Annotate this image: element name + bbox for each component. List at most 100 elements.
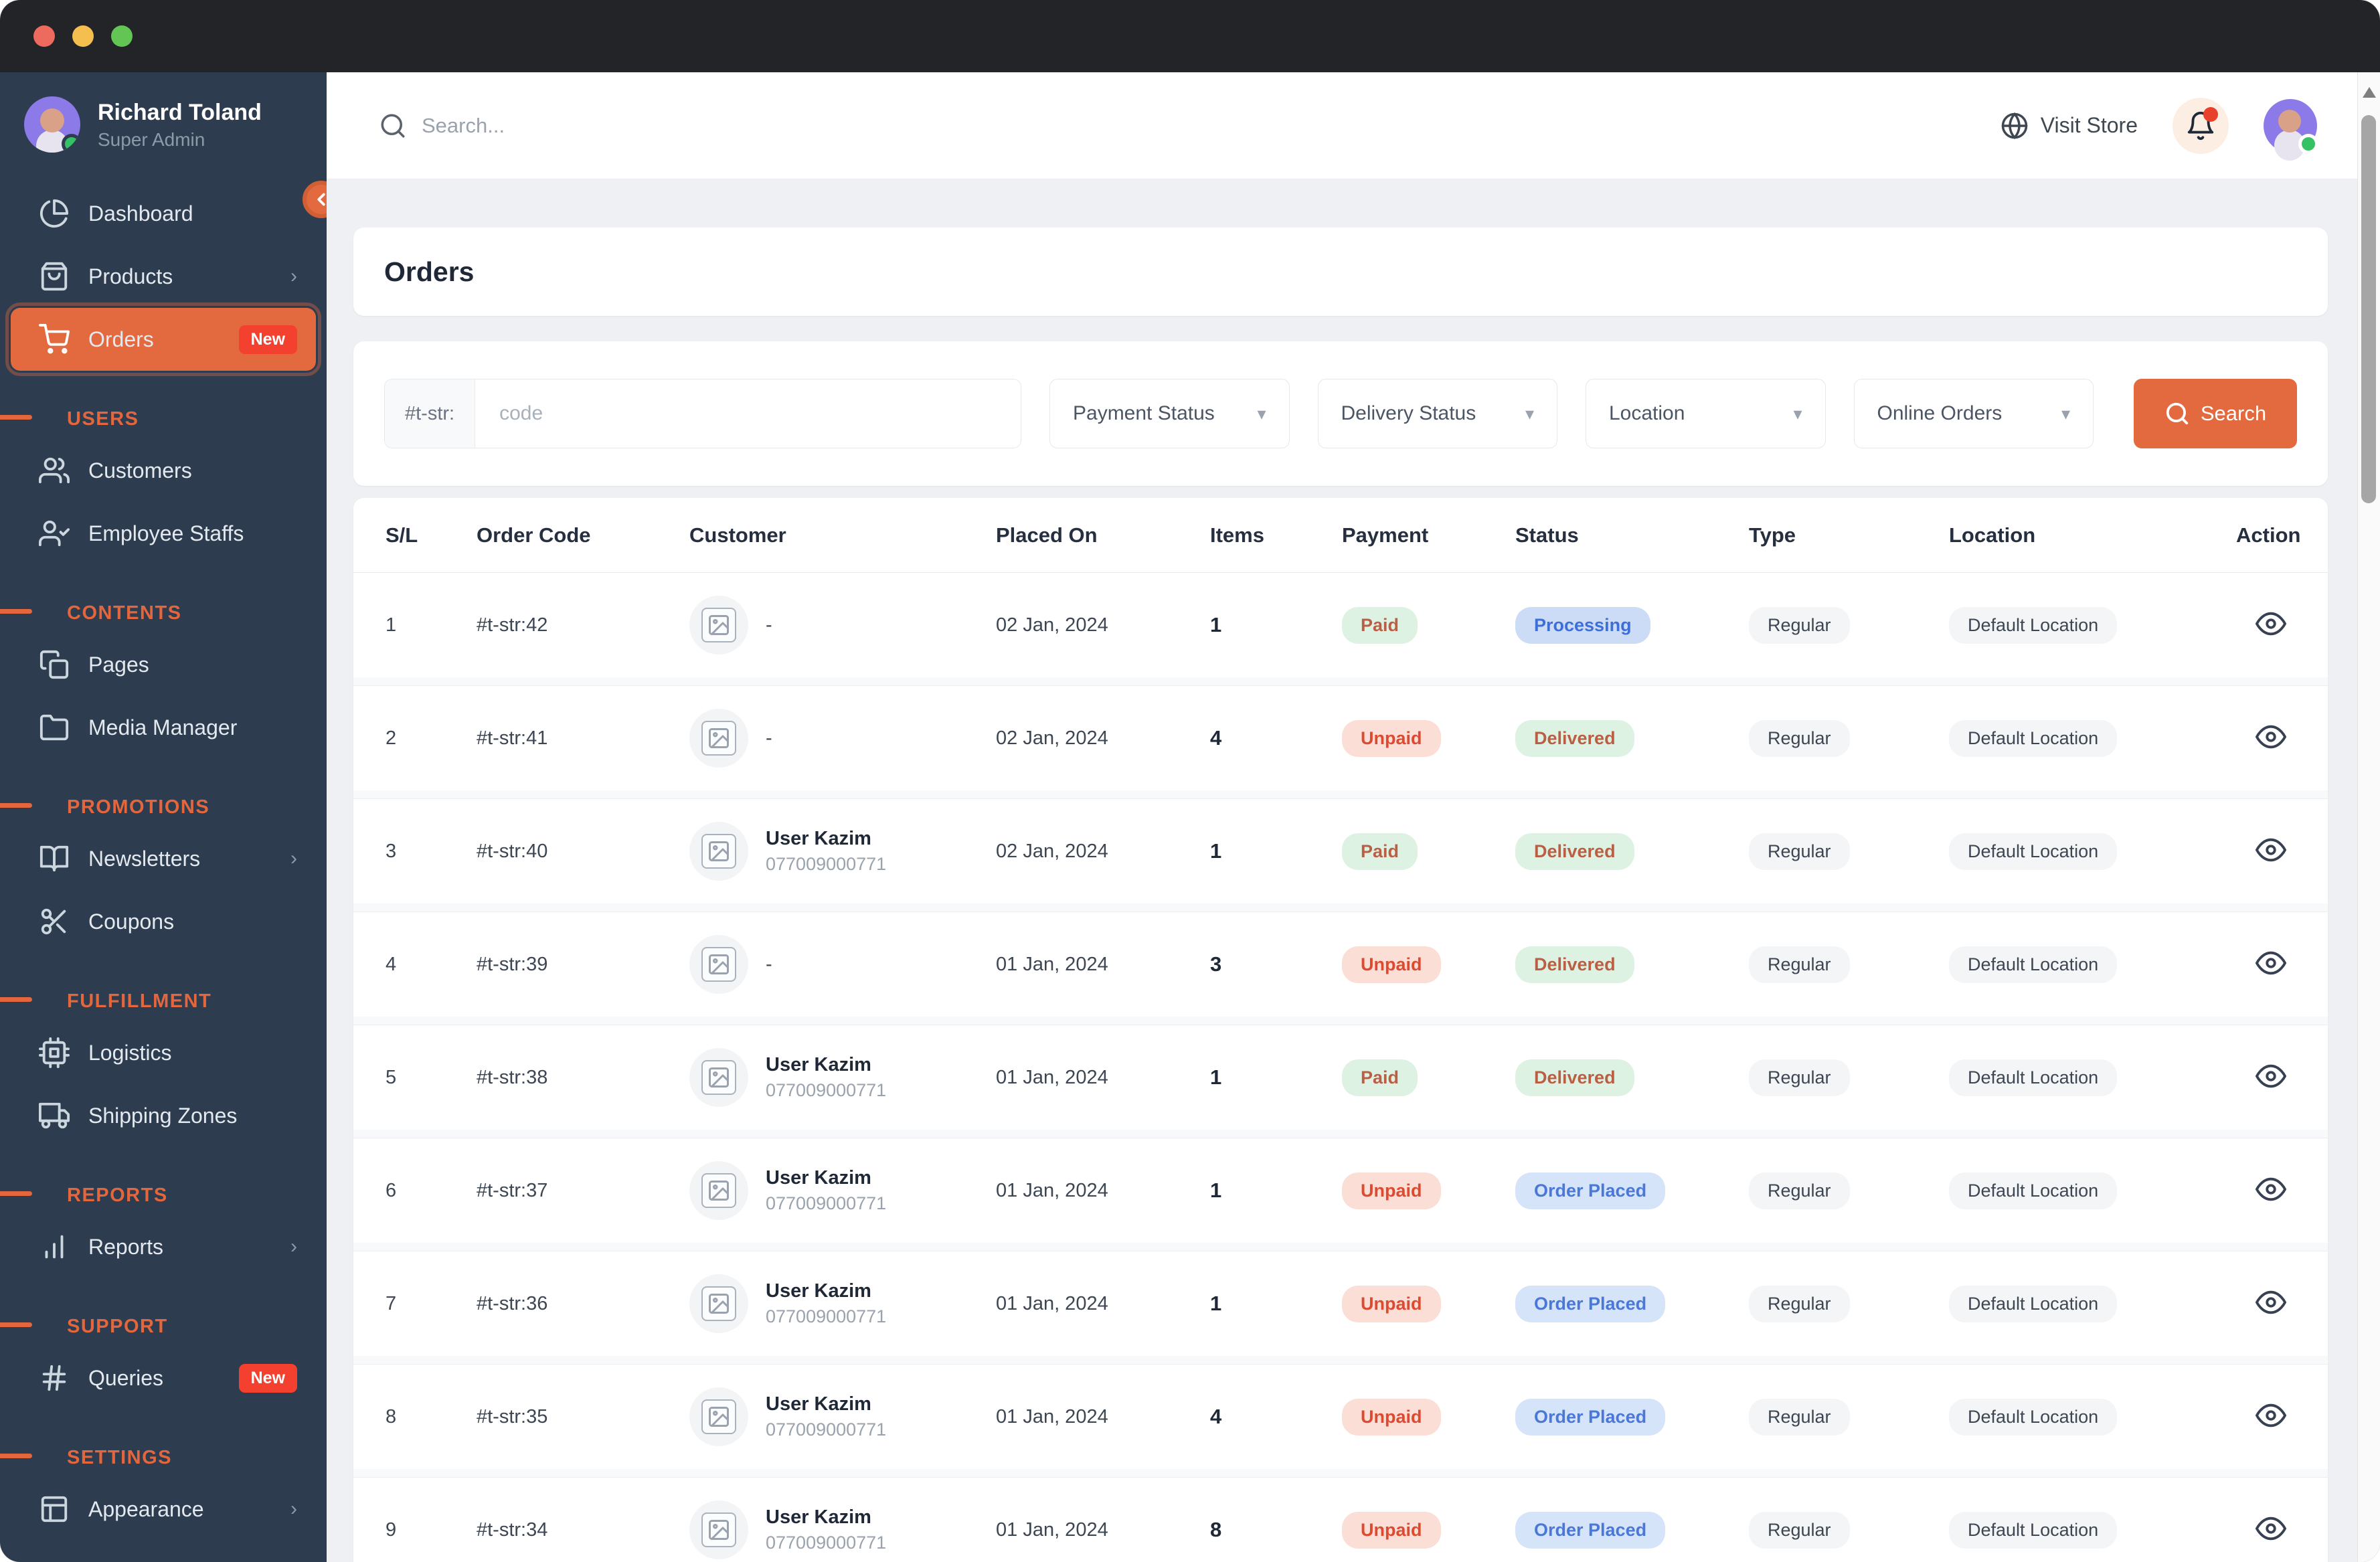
profile-avatar — [24, 96, 80, 153]
table-row: 4 #t-str:39 - 01 Jan, 2024 3 Unpaid Delivered R… — [353, 912, 2328, 1017]
row-separator — [353, 1017, 2328, 1025]
global-search-input[interactable] — [422, 113, 890, 138]
cell-status: Order Placed — [1515, 1172, 1749, 1209]
scrollbar-thumb[interactable] — [2361, 115, 2376, 503]
view-order-button[interactable] — [2256, 948, 2286, 978]
search-icon — [379, 112, 407, 140]
sidebar-item-appearance[interactable]: Appearance › — [11, 1478, 316, 1541]
maximize-window-button[interactable] — [111, 25, 133, 47]
table-row: 1 #t-str:42 - 02 Jan, 2024 1 Paid Processing Re… — [353, 573, 2328, 677]
table-row: 7 #t-str:36 User Kazim 077009000771 01 Jan, … — [353, 1251, 2328, 1356]
cell-customer: User Kazim 077009000771 — [689, 1048, 996, 1107]
payment-status-badge: Unpaid — [1342, 1285, 1441, 1322]
delivery-status-dropdown[interactable]: Delivery Status ▾ — [1317, 379, 1557, 448]
sidebar-item-queries[interactable]: Queries New — [11, 1347, 316, 1409]
cell-payment: Unpaid — [1342, 1285, 1515, 1322]
sidebar-item-coupons[interactable]: Coupons — [11, 890, 316, 953]
cell-serial: 4 — [386, 953, 397, 975]
sidebar-item-orders[interactable]: Orders New — [5, 302, 321, 376]
sidebar-item-reports[interactable]: Reports › — [11, 1215, 316, 1278]
customer-phone: 077009000771 — [766, 1419, 887, 1440]
cell-customer: User Kazim 077009000771 — [689, 1500, 996, 1559]
sidebar-item-newsletters[interactable]: Newsletters › — [11, 827, 316, 890]
notifications-button[interactable] — [2173, 97, 2229, 154]
customer-phone: 077009000771 — [766, 854, 887, 874]
profile[interactable]: Richard Toland Super Admin — [0, 96, 327, 153]
sidebar-item-label: Customers — [88, 458, 192, 483]
order-type-pill: Regular — [1749, 833, 1850, 870]
customer-image-placeholder — [689, 1048, 748, 1107]
online-orders-dropdown[interactable]: Online Orders ▾ — [1853, 379, 2094, 448]
view-order-button[interactable] — [2256, 608, 2286, 639]
sidebar-item-logistics[interactable]: Logistics — [11, 1021, 316, 1084]
sidebar-item-customers[interactable]: Customers — [11, 439, 316, 502]
view-order-button[interactable] — [2256, 1513, 2286, 1544]
cell-serial: 5 — [386, 1066, 397, 1088]
image-icon — [707, 1179, 731, 1203]
image-icon — [707, 1292, 731, 1316]
minimize-window-button[interactable] — [72, 25, 94, 47]
scrollbar-up-arrow-icon[interactable] — [2363, 87, 2376, 98]
order-status-badge: Processing — [1515, 606, 1650, 644]
column-header-order-code: Order Code — [477, 523, 591, 547]
table-row: 9 #t-str:34 User Kazim 077009000771 01 Jan, … — [353, 1478, 2328, 1562]
cell-items: 1 — [1210, 839, 1222, 863]
cell-action — [2236, 1061, 2296, 1095]
table-header-row: S/L Order Code Customer Placed On Items Payme… — [353, 498, 2328, 573]
customer-name: - — [766, 727, 772, 749]
user-menu-avatar[interactable] — [2264, 98, 2318, 154]
cell-action — [2236, 1400, 2296, 1434]
cell-serial: 2 — [386, 727, 397, 749]
table-row: 8 #t-str:35 User Kazim 077009000771 01 Jan, … — [353, 1365, 2328, 1469]
dropdown-label: Location — [1609, 402, 1685, 424]
caret-down-icon: ▾ — [2061, 403, 2070, 424]
location-dropdown[interactable]: Location ▾ — [1586, 379, 1826, 448]
sidebar-item-pages[interactable]: Pages — [11, 633, 316, 696]
cell-type: Regular — [1749, 1285, 1949, 1322]
sidebar-item-products[interactable]: Products › — [11, 245, 316, 308]
customer-name: User Kazim — [766, 1167, 871, 1189]
pie-chart-icon — [39, 198, 70, 229]
cell-type: Regular — [1749, 606, 1949, 644]
users-icon — [39, 455, 70, 486]
cell-action — [2236, 608, 2296, 642]
sidebar-item-media-manager[interactable]: Media Manager — [11, 696, 316, 759]
visit-store-link[interactable]: Visit Store — [2001, 112, 2138, 140]
order-code-input[interactable] — [475, 379, 1021, 448]
cell-items: 8 — [1210, 1518, 1222, 1541]
view-order-button[interactable] — [2256, 1174, 2286, 1205]
location-pill: Default Location — [1949, 946, 2118, 983]
payment-status-badge: Unpaid — [1342, 1511, 1441, 1549]
view-order-button[interactable] — [2256, 1400, 2286, 1431]
payment-status-dropdown[interactable]: Payment Status ▾ — [1049, 379, 1290, 448]
payment-status-badge: Unpaid — [1342, 1172, 1441, 1209]
filter-search-button[interactable]: Search — [2134, 379, 2297, 448]
close-window-button[interactable] — [33, 25, 55, 47]
cell-action — [2236, 1174, 2296, 1208]
row-separator — [353, 790, 2328, 799]
sidebar-item-label: Queries — [88, 1365, 164, 1390]
view-order-button[interactable] — [2256, 721, 2286, 752]
sidebar-item-dashboard[interactable]: Dashboard — [11, 182, 316, 245]
customer-image-placeholder — [689, 1387, 748, 1446]
payment-status-badge: Paid — [1342, 833, 1418, 870]
column-header-payment: Payment — [1342, 523, 1429, 547]
vertical-scrollbar[interactable] — [2357, 72, 2380, 1562]
cell-location: Default Location — [1949, 946, 2236, 983]
sidebar-item-shipping-zones[interactable]: Shipping Zones — [11, 1084, 316, 1147]
view-order-button[interactable] — [2256, 1287, 2286, 1318]
order-status-badge: Delivered — [1515, 719, 1634, 757]
chevron-right-icon: › — [290, 847, 297, 869]
scissors-icon — [39, 906, 70, 937]
sidebar-section-promotions: PROMOTIONS — [0, 794, 316, 820]
new-badge: New — [238, 325, 297, 354]
bar-chart-icon — [39, 1231, 70, 1262]
cell-order-code: #t-str:41 — [477, 727, 548, 749]
view-order-button[interactable] — [2256, 835, 2286, 865]
cell-status: Order Placed — [1515, 1285, 1749, 1322]
customer-image-placeholder — [689, 596, 748, 655]
location-pill: Default Location — [1949, 1285, 2118, 1322]
view-order-button[interactable] — [2256, 1061, 2286, 1092]
order-status-badge: Order Placed — [1515, 1398, 1666, 1436]
sidebar-item-employee-staffs[interactable]: Employee Staffs — [11, 502, 316, 565]
